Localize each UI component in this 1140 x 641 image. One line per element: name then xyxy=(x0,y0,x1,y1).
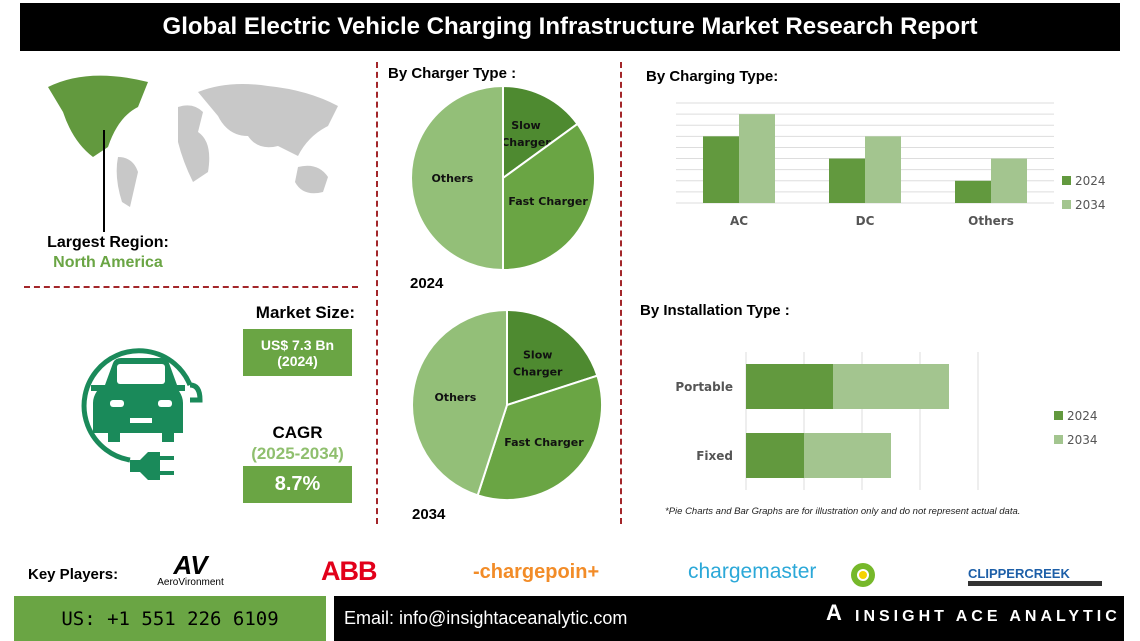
clippercreek-logo: CLIPPERCREEK xyxy=(968,566,1102,586)
legend-label: 2034 xyxy=(1075,198,1106,212)
pie-slice xyxy=(502,84,579,180)
ev-charging-car-icon xyxy=(81,348,203,480)
pie-slice xyxy=(502,122,596,272)
pie-slice-label: Others xyxy=(434,391,476,404)
charging-type-bar-chart: AC DC Others 2024 2034 xyxy=(676,102,1106,228)
legend-swatch xyxy=(1054,435,1063,444)
x-tick-label: Others xyxy=(968,214,1014,228)
legend-label: 2034 xyxy=(1067,433,1098,447)
aerovironment-logo: AV AeroVironment xyxy=(157,550,224,588)
bar-2024-Portable xyxy=(746,364,833,409)
disclaimer-note: *Pie Charts and Bar Graphs are for illus… xyxy=(665,506,1021,517)
legend-label: 2024 xyxy=(1075,174,1106,188)
cagr-value: 8.7% xyxy=(243,466,352,503)
pie-slice xyxy=(476,374,603,501)
pie-year-2024: 2024 xyxy=(410,275,444,292)
pie-slice xyxy=(411,308,508,497)
cagr-label: CAGR xyxy=(272,423,323,442)
installation-type-title: By Installation Type : xyxy=(640,302,790,319)
bar-2034-DC xyxy=(865,136,901,203)
bar-2024-DC xyxy=(829,158,865,203)
bar-2034-AC xyxy=(739,114,775,203)
pie-slice xyxy=(410,84,504,272)
charging-type-title: By Charging Type: xyxy=(646,68,779,85)
legend-swatch xyxy=(1062,200,1071,209)
x-tick-label: AC xyxy=(730,214,748,228)
bar-2024-AC xyxy=(703,136,739,203)
divider xyxy=(24,286,358,288)
bar-2034-Portable xyxy=(833,364,949,409)
cagr-period: (2025-2034) xyxy=(251,444,344,463)
bar-2024-Others xyxy=(955,180,991,203)
footer-bar xyxy=(334,596,1124,641)
phone-contact[interactable]: US: +1 551 226 6109 xyxy=(14,596,326,641)
world-map xyxy=(48,75,338,207)
y-tick-label: Fixed xyxy=(696,449,733,463)
chargepoint-logo: -chargepoin+ xyxy=(473,561,600,583)
y-tick-label: Portable xyxy=(675,380,733,394)
abb-logo: ABB xyxy=(321,556,377,586)
largest-region-value: North America xyxy=(53,254,163,271)
market-size-box: US$ 7.3 Bn (2024) xyxy=(243,329,352,376)
pie-slice-label: Fast Charger xyxy=(508,195,588,208)
pie-slice-label: Fast Charger xyxy=(504,436,584,449)
legend-swatch xyxy=(1062,176,1071,185)
bp-logo xyxy=(851,563,875,587)
divider xyxy=(376,62,378,524)
pie-slice-label: Slow Charger xyxy=(513,349,563,379)
bar-2034-Fixed xyxy=(804,433,891,478)
divider xyxy=(620,62,622,524)
insight-ace-logo-icon: A xyxy=(826,600,842,625)
key-players-label: Key Players: xyxy=(28,566,119,583)
installation-type-bar-chart: Portable Fixed 2024 2034 xyxy=(675,352,1098,490)
market-size-label: Market Size: xyxy=(255,303,355,322)
market-size-value: US$ 7.3 Bn xyxy=(260,336,335,353)
bar-2034-Others xyxy=(991,158,1027,203)
bp-chargemaster-logo: chargemaster xyxy=(688,560,817,583)
market-size-year: (2024) xyxy=(277,352,318,369)
email-contact[interactable]: Email: info@insightaceanalytic.com xyxy=(344,608,628,628)
pie-chart-2034: Slow Charger Fast Charger Others xyxy=(411,308,603,501)
brand-name: INSIGHT ACE ANALYTIC xyxy=(855,608,1121,625)
bar-2024-Fixed xyxy=(746,433,804,478)
report-title: Global Electric Vehicle Charging Infrast… xyxy=(20,3,1120,51)
region-pointer xyxy=(103,130,105,232)
legend-swatch xyxy=(1054,411,1063,420)
x-tick-label: DC xyxy=(856,214,875,228)
pie-chart-2024: Slow Charger Fast Charger Others xyxy=(410,84,596,272)
pie-slice-label: Others xyxy=(431,172,473,185)
largest-region-label: Largest Region: xyxy=(47,234,169,251)
charger-type-title: By Charger Type : xyxy=(388,65,517,82)
pie-slice-label: Slow Charger xyxy=(501,119,551,149)
legend-label: 2024 xyxy=(1067,409,1098,423)
pie-slice xyxy=(506,308,599,407)
pie-year-2034: 2034 xyxy=(412,506,446,523)
